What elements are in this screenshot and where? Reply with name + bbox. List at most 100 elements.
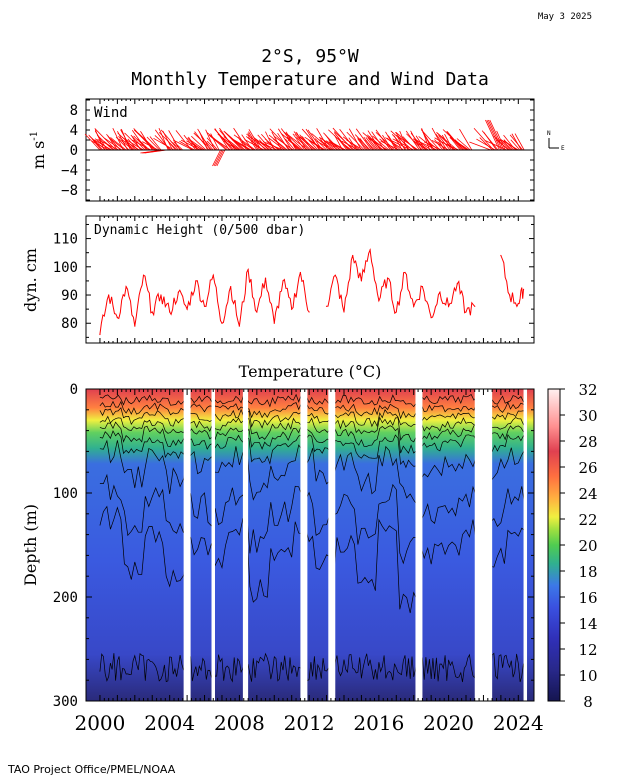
temp-contour — [99, 415, 527, 443]
wind-stick — [511, 133, 522, 151]
wind-stick — [357, 137, 368, 151]
temp-ytick-label: 200 — [53, 590, 78, 606]
wind-stick — [115, 136, 130, 151]
colorbar-ticks: 32 30 28 26 24 22 20 18 16 14 12 10 8 — [560, 381, 598, 711]
wind-stick — [456, 138, 471, 151]
wind-stick — [233, 134, 256, 151]
wind-stick — [481, 130, 499, 151]
wind-stick — [385, 137, 404, 151]
wind-stick — [121, 137, 144, 151]
wind-stick — [118, 136, 136, 151]
wind-stick — [292, 133, 306, 151]
wind-stick — [160, 129, 179, 151]
wind-stick — [206, 140, 217, 151]
wind-stick — [341, 140, 359, 151]
wind-stick — [476, 138, 496, 151]
temp-data-gap — [523, 389, 528, 701]
wind-stick — [272, 138, 287, 151]
wind-stick — [500, 139, 519, 151]
wind-stick — [329, 141, 345, 151]
wind-stick — [325, 140, 342, 151]
wind-stick — [412, 138, 429, 151]
temp-data-gap — [242, 389, 249, 701]
temp-xtick-label: 2012 — [284, 711, 335, 735]
wind-ytick-label: 8 — [70, 103, 78, 119]
wind-panel: 8 4 0 −4 −8 Wind m s-1 N E — [29, 98, 565, 202]
colorbar-tick-label: 24 — [578, 485, 597, 503]
wind-stick — [213, 149, 223, 167]
wind-title: Wind — [94, 105, 128, 121]
wind-stick — [179, 140, 195, 151]
wind-stick — [305, 128, 320, 151]
wind-stick — [392, 138, 414, 151]
compass-icon: N E — [547, 130, 565, 152]
wind-stick — [397, 135, 419, 151]
colorbar — [547, 388, 561, 702]
temp-xticks: 2000 2004 2008 2012 2016 2020 2024 — [74, 389, 544, 735]
wind-stick — [354, 134, 371, 151]
wind-stick — [233, 127, 249, 151]
wind-stick — [434, 139, 444, 151]
wind-stick — [132, 139, 151, 151]
wind-stick — [438, 135, 451, 151]
wind-stick — [232, 139, 250, 151]
wind-stick — [293, 131, 314, 151]
dh-series-line — [326, 247, 476, 319]
wind-stick — [489, 119, 505, 151]
temp-xtick-label: 2024 — [493, 711, 544, 735]
wind-ytick-label: −8 — [61, 183, 78, 199]
wind-stick — [110, 138, 125, 151]
wind-ylabel-unit: m s — [29, 141, 48, 169]
colorbar-tick-label: 12 — [578, 641, 597, 659]
wind-stick — [94, 130, 108, 151]
wind-stick — [191, 135, 207, 151]
wind-stick — [296, 137, 310, 151]
wind-stick — [413, 140, 428, 151]
temp-contours — [99, 393, 528, 683]
wind-stick — [193, 132, 213, 151]
wind-stick — [262, 141, 284, 151]
wind-stick — [346, 139, 364, 151]
wind-stick — [449, 137, 468, 151]
wind-stick — [206, 137, 218, 151]
colorbar-tick-label: 30 — [578, 407, 597, 425]
dh-line — [99, 247, 525, 336]
temp-title: Temperature (°C) — [239, 362, 382, 381]
wind-stick — [514, 133, 525, 151]
dh-frame — [85, 215, 535, 344]
wind-stick — [91, 140, 109, 151]
temp-frame — [85, 388, 535, 702]
wind-stick — [487, 119, 503, 151]
wind-stick — [280, 133, 303, 151]
wind-stick — [190, 140, 205, 151]
wind-stick — [241, 141, 255, 151]
dh-series-line — [99, 267, 310, 335]
wind-stick — [153, 137, 175, 151]
temp-contour — [99, 400, 527, 420]
wind-stick — [346, 131, 365, 151]
title-location: 2°S, 95°W — [261, 46, 359, 67]
wind-stick — [217, 133, 240, 151]
wind-stick — [268, 134, 288, 151]
wind-stick — [473, 127, 494, 151]
wind-stick — [172, 139, 194, 151]
colorbar-tick-label: 8 — [583, 693, 593, 711]
dh-yticks: 110 100 90 80 — [53, 216, 534, 343]
wind-stick — [173, 141, 184, 151]
temperature-panel: Temperature (°C) — [21, 362, 598, 735]
wind-stick — [421, 129, 441, 151]
colorbar-tick-label: 18 — [578, 563, 597, 581]
dh-ylabel: dyn. cm — [21, 248, 40, 312]
temp-data-gap — [183, 389, 191, 701]
temp-contour — [99, 407, 527, 429]
wind-stick — [186, 140, 204, 151]
wind-stick — [256, 140, 278, 151]
wind-stick — [379, 138, 394, 151]
wind-stick — [509, 134, 523, 151]
wind-stick — [287, 139, 301, 151]
temp-ytick-label: 0 — [70, 382, 78, 398]
wind-stick — [210, 135, 231, 151]
wind-stick — [97, 138, 120, 151]
footer-credit: TAO Project Office/PMEL/NOAA — [7, 763, 176, 776]
temp-contour — [99, 652, 528, 683]
